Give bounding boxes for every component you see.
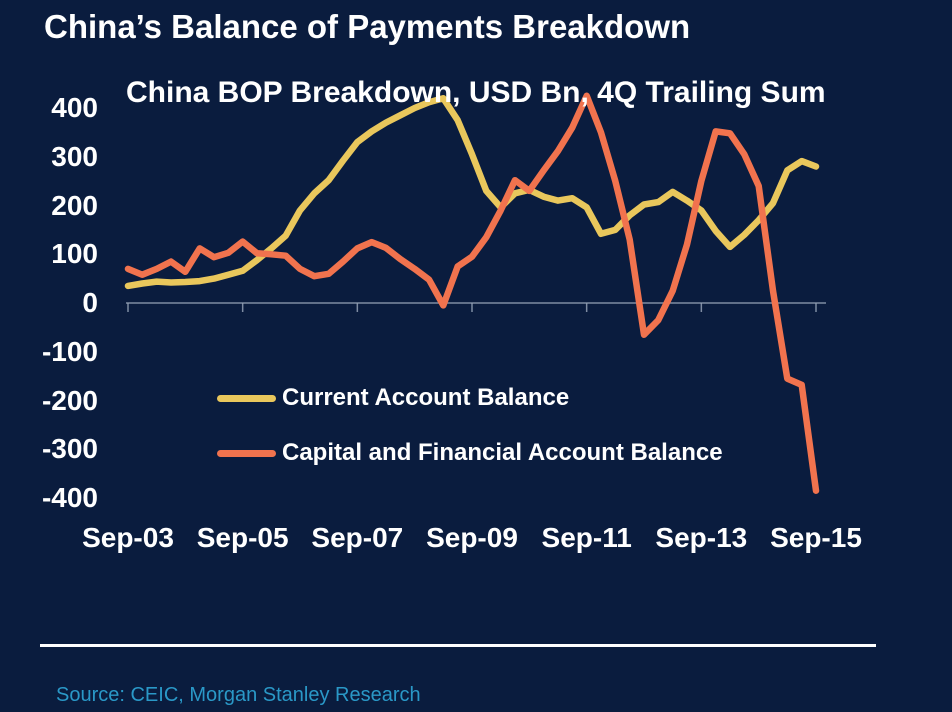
y-axis-label: 400 <box>51 92 98 123</box>
legend: Current Account Balance Capital and Fina… <box>217 384 723 494</box>
legend-item-capital-account: Capital and Financial Account Balance <box>217 439 723 467</box>
y-axis-label: -300 <box>41 433 98 465</box>
y-axis-label: 200 <box>51 189 98 221</box>
y-axis-label: -200 <box>41 384 98 416</box>
page-title: China’s Balance of Payments Breakdown <box>44 8 691 45</box>
x-axis-label: Sep-13 <box>655 522 748 553</box>
y-axis-label: -400 <box>41 482 98 513</box>
legend-label-capital-account: Capital and Financial Account Balance <box>282 439 723 466</box>
axis-layer <box>126 302 826 312</box>
x-axis-label: Sep-15 <box>770 522 862 553</box>
divider-line <box>40 644 876 647</box>
x-axis-label: Sep-07 <box>311 522 404 553</box>
source-text: Source: CEIC, Morgan Stanley Research <box>56 684 421 706</box>
legend-swatch-current-account-line <box>217 394 276 402</box>
legend-swatch-capital-account-line <box>217 449 276 457</box>
series-line-capital-account <box>124 92 820 494</box>
series-line-current-account <box>124 95 820 290</box>
x-axis-label: Sep-03 <box>82 522 174 553</box>
series-layer <box>124 92 820 494</box>
x-axis-label: Sep-11 <box>541 522 632 553</box>
x-axis-label: Sep-05 <box>196 522 289 553</box>
legend-label-current-account: Current Account Balance <box>282 384 570 411</box>
legend-item-current-account: Current Account Balance <box>217 384 723 412</box>
y-axis-label: 100 <box>51 238 98 270</box>
x-axis-label: Sep-09 <box>426 522 518 553</box>
y-axis-label: -100 <box>41 335 98 367</box>
y-axis-label: 300 <box>51 140 98 172</box>
y-axis-label: 0 <box>82 287 98 318</box>
chart-title: China BOP Breakdown, USD Bn, 4Q Trailing… <box>126 76 826 109</box>
